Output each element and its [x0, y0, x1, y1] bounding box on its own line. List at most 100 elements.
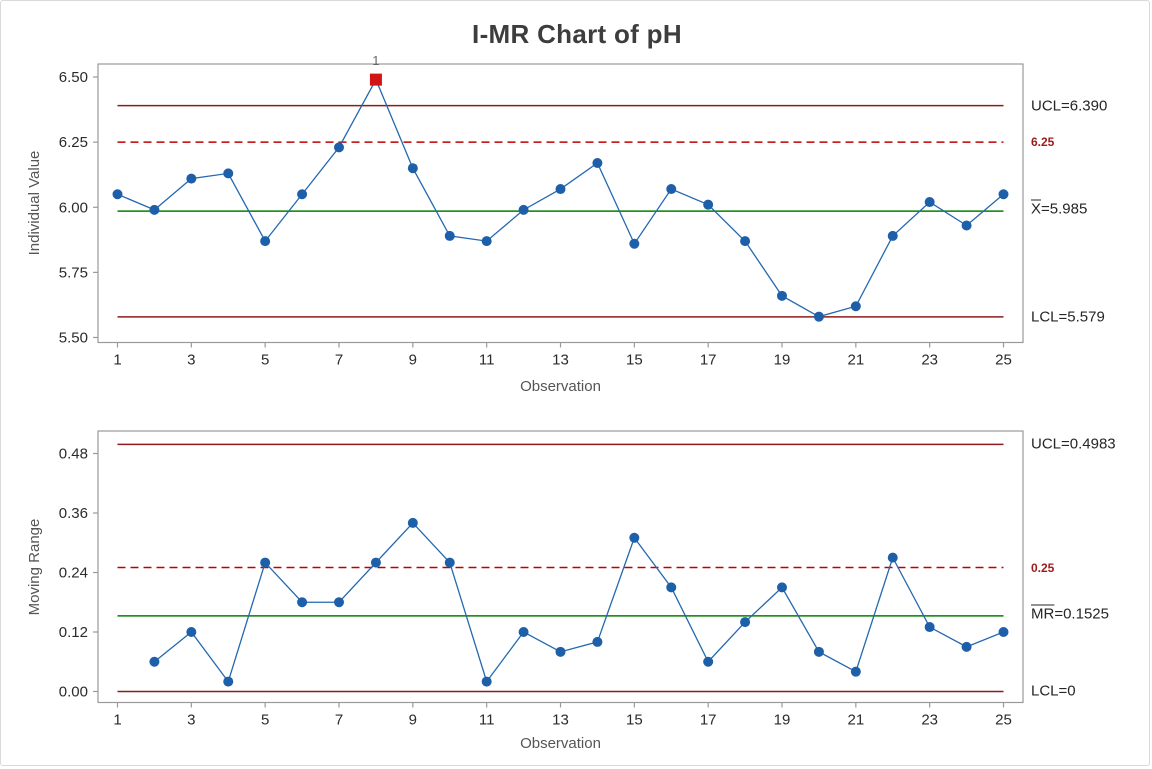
- y-tick-label: 6.00: [59, 199, 88, 216]
- data-point: [592, 157, 603, 168]
- x-tick-label: 7: [335, 712, 343, 729]
- data-point: [186, 173, 197, 184]
- data-point: [260, 236, 271, 247]
- x-tick-label: 15: [626, 352, 643, 369]
- x-tick-label: 25: [995, 712, 1012, 729]
- y-axis-title-moving-range: Moving Range: [26, 518, 43, 616]
- data-point: [703, 656, 714, 667]
- chart-title: I-MR Chart of pH: [472, 19, 682, 49]
- x-tick-label: 23: [921, 352, 938, 369]
- out-of-control-point: [369, 73, 382, 86]
- x-tick-label: 7: [335, 352, 343, 369]
- data-point: [629, 532, 640, 543]
- data-point: [112, 189, 123, 200]
- x-tick-label: 11: [479, 352, 495, 369]
- x-tick-label: 13: [552, 712, 569, 729]
- x-axis-title-individuals: Observation: [520, 378, 601, 395]
- y-tick-label: 5.50: [59, 329, 88, 346]
- center-label-individuals: X=5.985: [1031, 200, 1088, 218]
- x-tick-label: 9: [409, 352, 417, 369]
- data-point: [297, 597, 308, 608]
- data-point: [666, 582, 677, 593]
- x-tick-label: 19: [774, 352, 791, 369]
- y-tick-label: 0.12: [59, 624, 88, 641]
- x-tick-label: 11: [479, 712, 495, 729]
- data-point: [666, 184, 677, 195]
- data-point: [924, 622, 935, 633]
- y-tick-label: 0.00: [59, 683, 88, 700]
- y-tick-label: 6.25: [59, 134, 88, 151]
- x-tick-label: 1: [113, 712, 121, 729]
- y-axis-title-individuals: Individual Value: [26, 150, 43, 256]
- lcl-label-individuals: LCL=5.579: [1031, 308, 1105, 326]
- data-point: [444, 557, 455, 568]
- data-point: [518, 204, 529, 215]
- data-point: [924, 197, 935, 208]
- x-tick-label: 23: [921, 712, 938, 729]
- individuals-chart: 6.506.256.005.755.501 3 5 7 9 11 13 15 17 19 21 23 2…: [59, 53, 1024, 369]
- x-tick-label: 15: [626, 712, 643, 729]
- data-point: [223, 168, 234, 179]
- x-tick-label: 21: [847, 712, 864, 729]
- data-point: [223, 676, 234, 687]
- data-point: [592, 636, 603, 647]
- x-tick-label: 17: [700, 712, 717, 729]
- y-tick-label: 0.24: [59, 565, 88, 582]
- data-point: [887, 230, 898, 241]
- data-point: [149, 656, 160, 667]
- lcl-label-moving-range: LCL=0: [1031, 682, 1076, 700]
- data-point: [407, 517, 418, 528]
- data-point: [961, 641, 972, 652]
- y-tick-label: 6.50: [59, 69, 88, 86]
- data-point: [629, 238, 640, 249]
- data-point: [813, 646, 824, 657]
- data-point: [518, 626, 529, 637]
- x-tick-label: 9: [409, 712, 417, 729]
- data-point: [850, 666, 861, 677]
- data-point: [961, 220, 972, 231]
- data-point: [777, 290, 787, 301]
- data-point: [813, 311, 824, 322]
- x-tick-label: 19: [774, 712, 791, 729]
- reference-label-moving-range: 0.25: [1031, 560, 1055, 575]
- data-point: [149, 204, 160, 215]
- data-point: [260, 557, 271, 568]
- data-point: [740, 236, 751, 247]
- moving-range-chart: 0.480.360.240.120.001 3 5 7 9 11 13 15 17 19 21 23 2…: [59, 430, 1024, 729]
- data-point: [887, 552, 898, 563]
- y-tick-label: 0.48: [59, 446, 88, 463]
- data-point: [297, 189, 308, 200]
- x-tick-label: 5: [261, 352, 269, 369]
- y-tick-label: 0.36: [59, 505, 88, 522]
- out-of-control-flag: 1: [372, 53, 379, 68]
- data-point: [407, 163, 418, 174]
- data-point: [444, 230, 455, 241]
- y-tick-label: 5.75: [59, 264, 88, 281]
- x-tick-label: 1: [113, 352, 121, 369]
- data-point: [777, 582, 787, 593]
- ucl-label-individuals: UCL=6.390: [1031, 97, 1108, 115]
- data-point: [850, 301, 861, 312]
- data-point: [740, 617, 751, 628]
- data-point: [186, 626, 197, 637]
- data-point: [481, 676, 492, 687]
- data-point: [703, 199, 714, 210]
- x-tick-label: 17: [700, 352, 717, 369]
- center-label-moving-range: MR=0.1525: [1031, 605, 1109, 623]
- data-point: [481, 236, 492, 247]
- x-axis-title-moving-range: Observation: [520, 735, 601, 752]
- data-point: [555, 184, 566, 195]
- data-point: [998, 189, 1009, 200]
- ucl-label-moving-range: UCL=0.4983: [1031, 435, 1116, 453]
- data-point: [334, 142, 344, 153]
- data-point: [555, 646, 566, 657]
- x-tick-label: 3: [187, 712, 195, 729]
- plot-border: [97, 430, 1024, 704]
- x-tick-label: 25: [995, 352, 1012, 369]
- x-tick-label: 5: [261, 712, 269, 729]
- data-point: [998, 626, 1009, 637]
- series-line: [154, 521, 1004, 683]
- data-point: [334, 597, 344, 608]
